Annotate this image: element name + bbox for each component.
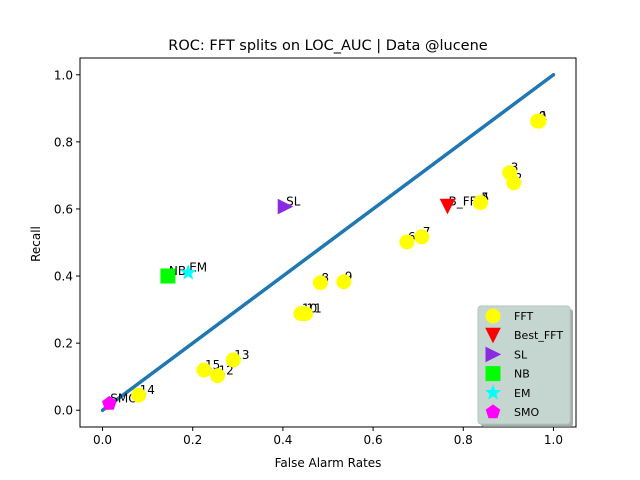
point-best-fft (439, 198, 456, 215)
legend-marker-sl (485, 346, 502, 363)
point-smo (102, 395, 117, 410)
point-fft (131, 387, 147, 403)
point-fft (312, 275, 328, 291)
legend-marker-em (484, 384, 502, 400)
y-axis-label: Recall (29, 226, 43, 262)
point-fft (531, 113, 547, 129)
y-tick-label: 0.8 (54, 135, 73, 149)
point-fft (297, 306, 313, 322)
chart-title: ROC: FFT splits on LOC_AUC | Data @lucen… (168, 38, 487, 54)
legend-marker-best-fft (485, 327, 501, 344)
point-fft (472, 195, 488, 211)
series-nb (160, 268, 176, 284)
point-fft (399, 234, 415, 250)
x-tick-label: 1.0 (544, 433, 563, 447)
y-tick-label: 0.6 (54, 202, 73, 216)
point-fft (336, 274, 352, 290)
x-tick-label: 0.6 (364, 433, 383, 447)
legend-label: SMO (514, 406, 539, 419)
point-sl (277, 198, 294, 215)
axes-frame (79, 57, 577, 428)
legend-marker-nb (485, 366, 501, 382)
axis-ticks: 0.0 0.2 0.4 0.6 0.8 1.0 0.0 0.2 0.4 0.6 0.8 1.0 (54, 68, 563, 447)
point-nb (160, 268, 176, 284)
legend-label: SL (514, 348, 528, 361)
point-fft (502, 165, 518, 181)
x-tick-label: 0.4 (273, 433, 292, 447)
legend-label: Best_FFT (514, 329, 563, 342)
legend-marker-fft (485, 308, 501, 324)
diagonal-reference-line (100, 73, 556, 412)
point-fft (196, 362, 212, 378)
point-fft (210, 368, 226, 384)
point-fft (414, 229, 430, 245)
point-fft (225, 352, 241, 368)
legend-marker-smo (485, 404, 501, 419)
legend-label: NB (514, 368, 530, 381)
series-smo (102, 395, 117, 410)
point-label: SMO (110, 392, 137, 406)
legend-box (477, 305, 571, 425)
y-tick-label: 0.2 (54, 337, 73, 351)
x-axis-label: False Alarm Rates (275, 456, 382, 470)
y-tick-label: 0.4 (54, 270, 73, 284)
x-tick-label: 0.2 (183, 433, 202, 447)
y-tick-label: 0.0 (54, 404, 73, 418)
point-em (180, 264, 197, 280)
y-tick-label: 1.0 (54, 68, 73, 82)
series-em (180, 264, 197, 280)
legend-label: EM (514, 387, 530, 400)
legend: FFT Best_FFT SL NB EM SMO (477, 305, 573, 427)
x-tick-label: 0.8 (454, 433, 473, 447)
legend-label: FFT (514, 310, 533, 323)
x-tick-label: 0.0 (93, 433, 112, 447)
series-fft (131, 113, 547, 403)
series-sl (277, 198, 294, 215)
series-best-fft (439, 198, 456, 215)
